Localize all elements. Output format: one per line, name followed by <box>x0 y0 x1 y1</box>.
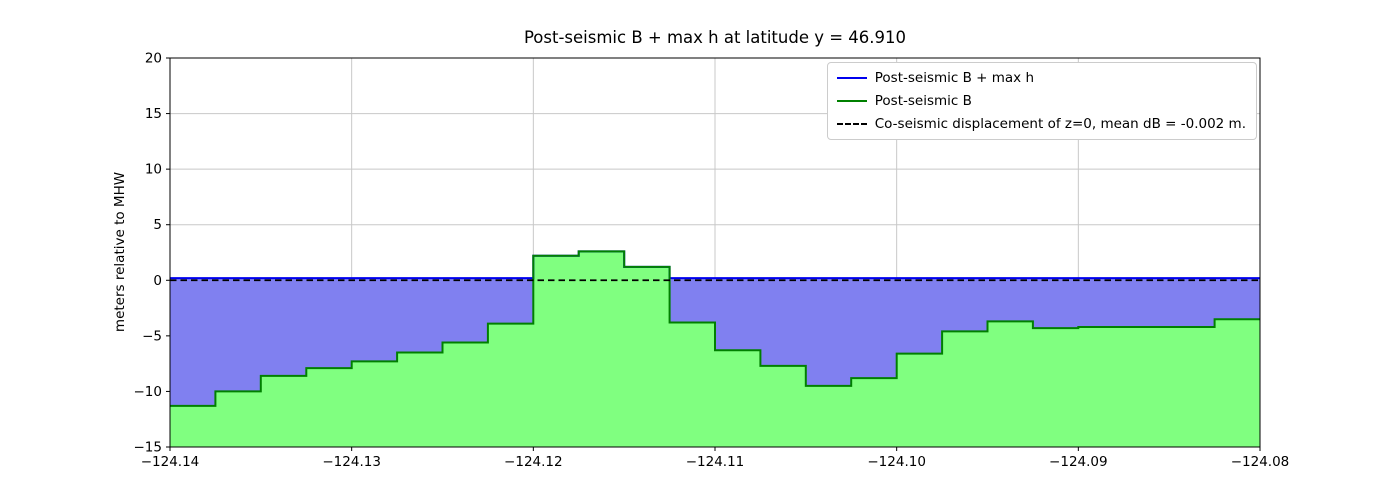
legend-entry-b: Post-seismic B <box>836 92 1246 110</box>
y-tick-label: 0 <box>153 273 162 289</box>
legend-entry-label: Co-seismic displacement of z=0, mean dB … <box>874 116 1246 132</box>
y-tick-label: −10 <box>134 384 163 400</box>
legend-entry-coseismic: Co-seismic displacement of z=0, mean dB … <box>836 115 1246 133</box>
y-tick-label: 20 <box>145 51 162 67</box>
x-tick-label: −124.14 <box>141 454 200 470</box>
legend: Post-seismic B + max h Post-seismic B Co… <box>826 62 1257 140</box>
legend-line-sample-b <box>836 100 867 102</box>
y-axis-label: meters relative to MHW <box>112 171 128 333</box>
x-tick-label: −124.13 <box>322 454 381 470</box>
legend-line-sample-coseismic <box>836 123 867 125</box>
y-tick-label: 5 <box>153 217 162 233</box>
legend-entry-label: Post-seismic B <box>874 93 972 109</box>
legend-entry-label: Post-seismic B + max h <box>874 70 1035 86</box>
x-tick-label: −124.12 <box>504 454 563 470</box>
chart-title: Post-seismic B + max h at latitude y = 4… <box>523 28 907 47</box>
x-tick-label: −124.11 <box>686 454 745 470</box>
y-tick-label: 10 <box>145 162 162 178</box>
x-tick-label: −124.10 <box>867 454 926 470</box>
x-tick-label: −124.08 <box>1231 454 1290 470</box>
y-tick-label: −15 <box>134 440 163 456</box>
legend-line-sample-eta <box>836 77 867 79</box>
x-tick-label: −124.09 <box>1049 454 1108 470</box>
y-tick-label: −5 <box>142 328 162 344</box>
bathymetry-line <box>170 250 1260 407</box>
y-tick-label: 15 <box>145 106 162 122</box>
legend-entry-eta: Post-seismic B + max h <box>836 69 1246 87</box>
